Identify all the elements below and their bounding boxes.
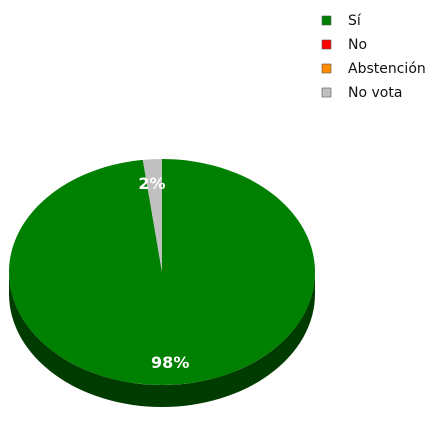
- pie-side-si: [9, 272, 315, 407]
- legend-swatch-no: [321, 39, 332, 50]
- pie-top: [8, 159, 315, 385]
- pie-slice-no-vota: [142, 159, 162, 272]
- pie-labels: 98% 2%: [138, 174, 189, 372]
- legend-swatch-si: [321, 15, 332, 26]
- legend-label-no-vota: No vota: [348, 85, 402, 101]
- legend-label-no: No: [348, 37, 367, 53]
- pie-slice-si: [8, 159, 315, 385]
- legend-swatch-abstencion: [321, 63, 332, 74]
- data-label-no-vota: 2%: [138, 174, 165, 193]
- data-label-si: 98%: [151, 353, 189, 372]
- pie-side: [9, 272, 315, 407]
- legend-label-abstencion: Abstención: [348, 61, 426, 77]
- legend-swatch-no-vota: [321, 87, 332, 98]
- legend-label-si: Sí: [348, 13, 362, 29]
- legend: Sí No Abstención No vota: [321, 13, 426, 101]
